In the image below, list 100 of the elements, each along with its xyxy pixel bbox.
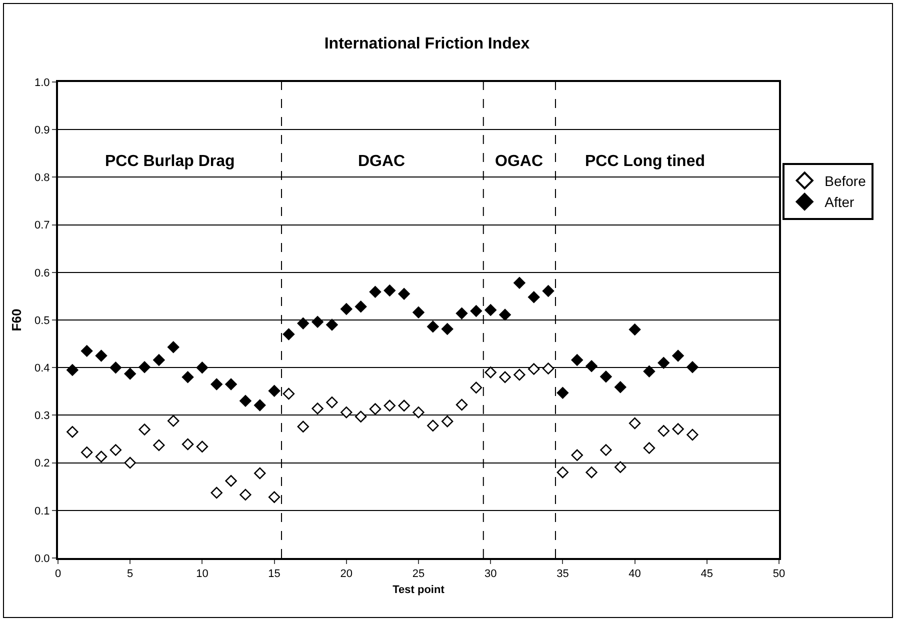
- x-tick-label: 45: [700, 568, 714, 580]
- x-tick-label: 40: [628, 568, 641, 580]
- point: [499, 308, 511, 321]
- annotation: OGAC: [495, 153, 544, 170]
- point: [571, 354, 583, 366]
- point: [514, 368, 526, 381]
- point: [312, 402, 324, 414]
- point: [686, 428, 698, 441]
- point: [369, 403, 382, 415]
- point: [686, 361, 698, 373]
- point: [586, 466, 598, 478]
- point: [628, 417, 641, 430]
- point: [282, 328, 295, 340]
- point: [556, 386, 569, 399]
- point: [297, 420, 309, 432]
- y-tick-label: 0.4: [34, 362, 50, 374]
- y-tick-label: 0.8: [34, 172, 50, 184]
- point: [210, 486, 222, 499]
- point: [340, 303, 352, 315]
- y-tick-label: 0.5: [34, 314, 50, 327]
- point: [240, 395, 252, 407]
- point: [427, 420, 439, 432]
- point: [384, 400, 396, 412]
- point: [528, 291, 540, 303]
- point: [556, 466, 569, 478]
- point: [600, 370, 612, 382]
- point: [484, 366, 496, 378]
- y-axis-title: F60: [9, 308, 24, 332]
- point: [643, 442, 656, 454]
- legend-label: Before: [824, 172, 866, 189]
- point: [412, 306, 424, 318]
- point: [297, 317, 309, 330]
- point: [643, 366, 656, 378]
- x-tick-label: 0: [54, 568, 62, 580]
- point: [427, 320, 439, 333]
- point: [398, 400, 410, 412]
- point: [95, 450, 108, 462]
- point: [110, 444, 122, 456]
- point: [672, 423, 684, 435]
- point: [672, 350, 684, 362]
- point: [340, 406, 352, 418]
- point: [658, 356, 670, 369]
- point: [110, 362, 122, 374]
- point: [254, 467, 266, 480]
- point: [326, 318, 338, 331]
- point: [354, 300, 367, 313]
- x-tick-label: 25: [412, 568, 425, 580]
- point: [80, 345, 93, 357]
- x-axis-title: Test point: [392, 584, 445, 596]
- point: [268, 385, 280, 397]
- point: [658, 425, 670, 437]
- point: [384, 284, 396, 296]
- point: [168, 415, 180, 427]
- legend-label: After: [824, 194, 855, 210]
- point: [542, 285, 554, 297]
- y-tick-label: 0.2: [34, 458, 50, 470]
- point: [542, 362, 554, 374]
- y-tick-label: 0.9: [34, 124, 50, 136]
- point: [514, 277, 526, 289]
- y-tick-label: 0.7: [34, 220, 50, 232]
- x-tick-label: 20: [340, 568, 353, 580]
- annotation: PCC Long tined: [585, 153, 705, 170]
- y-tick-label: 0.0: [34, 552, 50, 565]
- point: [124, 456, 136, 469]
- point: [628, 324, 641, 336]
- point: [586, 360, 598, 372]
- x-tick-label: 30: [484, 568, 497, 580]
- point: [470, 382, 482, 394]
- point: [614, 381, 626, 393]
- point: [571, 449, 583, 462]
- point: [240, 488, 252, 501]
- x-tick-label: 5: [127, 568, 134, 580]
- point: [182, 438, 194, 450]
- point: [95, 350, 108, 362]
- point: [80, 446, 93, 458]
- point: [441, 416, 454, 428]
- point: [614, 461, 626, 473]
- point: [196, 362, 208, 374]
- y-tick-label: 0.3: [34, 410, 50, 422]
- point: [182, 371, 194, 383]
- point: [66, 426, 78, 438]
- point: [412, 406, 424, 418]
- point: [326, 396, 338, 408]
- y-tick-label: 1.0: [34, 76, 50, 89]
- chart-title: International Friction Index: [324, 36, 530, 53]
- point: [600, 444, 612, 456]
- point: [138, 424, 150, 436]
- point: [196, 440, 208, 452]
- point: [456, 398, 468, 411]
- point: [470, 305, 482, 317]
- point: [484, 304, 496, 316]
- x-tick-label: 15: [268, 568, 280, 580]
- point: [499, 371, 511, 383]
- annotation: DGAC: [358, 153, 406, 170]
- point: [66, 364, 78, 376]
- point: [456, 307, 468, 320]
- point: [441, 323, 454, 335]
- y-tick-label: 0.6: [34, 267, 50, 280]
- point: [225, 475, 237, 487]
- point: [354, 410, 367, 422]
